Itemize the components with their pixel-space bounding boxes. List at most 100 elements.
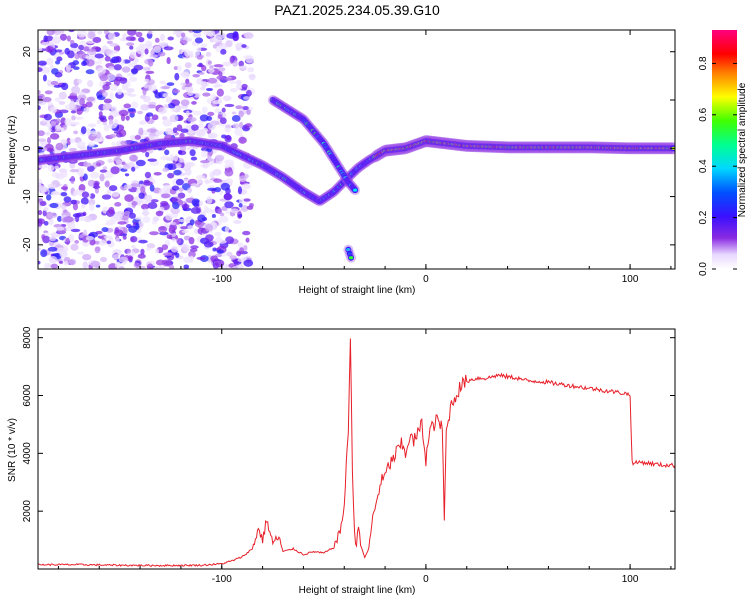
noise-speckle bbox=[235, 79, 242, 85]
noise-speckle bbox=[38, 89, 41, 95]
noise-speckle bbox=[140, 203, 150, 210]
noise-speckle bbox=[139, 120, 147, 126]
noise-speckle bbox=[54, 165, 59, 170]
noise-speckle bbox=[107, 123, 117, 129]
noise-speckle bbox=[224, 226, 230, 233]
snr-panel: -100 0 100 2000 4000 6000 8000 Height of strai… bbox=[7, 326, 676, 596]
noise-speckle bbox=[188, 250, 196, 258]
noise-speckle bbox=[70, 110, 77, 114]
noise-speckle bbox=[123, 103, 132, 109]
noise-speckle bbox=[170, 246, 178, 253]
noise-speckle bbox=[103, 30, 109, 35]
noise-speckle bbox=[212, 100, 223, 105]
noise-speckle bbox=[123, 210, 131, 215]
noise-speckle bbox=[177, 65, 182, 72]
noise-speckle bbox=[60, 170, 68, 178]
noise-speckle bbox=[190, 183, 198, 187]
noise-speckle bbox=[171, 238, 177, 242]
noise-speckle bbox=[180, 128, 189, 133]
noise-speckle bbox=[160, 33, 165, 42]
noise-speckle bbox=[134, 165, 140, 169]
noise-speckle bbox=[244, 32, 254, 39]
noise-speckle bbox=[201, 150, 208, 158]
noise-speckle bbox=[214, 231, 222, 237]
noise-speckle bbox=[58, 260, 64, 264]
noise-speckle bbox=[207, 122, 216, 130]
noise-speckle bbox=[89, 171, 100, 179]
noise-speckle bbox=[130, 235, 138, 243]
noise-speckle bbox=[73, 66, 80, 71]
noise-speckle bbox=[46, 194, 52, 201]
noise-speckle bbox=[198, 200, 204, 207]
noise-speckle bbox=[81, 103, 88, 109]
noise-speckle bbox=[214, 108, 221, 114]
noise-speckle bbox=[147, 158, 158, 162]
noise-speckle bbox=[87, 165, 95, 172]
noise-speckle bbox=[196, 175, 206, 179]
noise-speckle bbox=[122, 235, 127, 240]
noise-speckle bbox=[177, 149, 183, 155]
noise-speckle bbox=[238, 110, 244, 118]
noise-speckle bbox=[130, 183, 141, 188]
noise-speckle bbox=[113, 78, 120, 87]
noise-speckle bbox=[100, 256, 108, 263]
noise-speckle bbox=[129, 135, 135, 141]
noise-speckle bbox=[216, 88, 224, 97]
noise-speckle bbox=[159, 264, 165, 269]
noise-speckle bbox=[180, 99, 190, 107]
noise-speckle bbox=[204, 223, 214, 232]
noise-speckle bbox=[179, 132, 185, 139]
noise-speckle bbox=[47, 183, 57, 190]
noise-speckle bbox=[98, 111, 103, 118]
noise-speckle bbox=[205, 87, 214, 92]
noise-speckle bbox=[82, 253, 92, 261]
noise-speckle bbox=[166, 234, 173, 240]
noise-speckle bbox=[99, 74, 108, 82]
noise-speckle bbox=[241, 183, 251, 190]
noise-speckle bbox=[237, 263, 244, 269]
noise-speckle bbox=[238, 203, 243, 208]
noise-speckle bbox=[217, 208, 223, 215]
noise-speckle bbox=[229, 55, 234, 64]
noise-speckle bbox=[209, 65, 214, 70]
noise-speckle bbox=[184, 49, 190, 57]
noise-speckle bbox=[144, 48, 149, 55]
noise-speckle bbox=[54, 124, 62, 132]
noise-speckle bbox=[133, 262, 141, 268]
noise-speckle bbox=[120, 58, 125, 66]
noise-speckle bbox=[46, 57, 54, 66]
noise-speckle bbox=[168, 226, 176, 234]
noise-speckle bbox=[213, 178, 223, 183]
noise-speckle bbox=[225, 124, 232, 129]
noise-speckle bbox=[79, 97, 85, 106]
noise-speckle bbox=[151, 114, 159, 121]
noise-speckle bbox=[92, 60, 103, 65]
noise-speckle bbox=[192, 73, 200, 78]
noise-speckle bbox=[217, 113, 223, 120]
noise-speckle bbox=[76, 108, 83, 115]
noise-speckle bbox=[78, 172, 85, 177]
noise-speckle bbox=[142, 95, 151, 103]
spectrogram-xlabel: Height of straight line (km) bbox=[299, 285, 416, 296]
noise-speckle bbox=[49, 202, 59, 209]
noise-speckle bbox=[68, 30, 75, 33]
noise-speckle bbox=[191, 101, 197, 105]
noise-speckle bbox=[124, 194, 134, 202]
noise-speckle bbox=[63, 196, 72, 203]
noise-speckle bbox=[110, 166, 120, 175]
noise-speckle bbox=[60, 204, 66, 209]
noise-speckle bbox=[69, 162, 76, 169]
noise-speckle bbox=[58, 101, 66, 105]
noise-speckle bbox=[116, 132, 123, 138]
noise-speckle bbox=[99, 169, 108, 173]
noise-speckle bbox=[74, 116, 84, 120]
noise-speckle bbox=[94, 137, 105, 142]
noise-speckle bbox=[83, 215, 93, 223]
noise-speckle bbox=[169, 114, 179, 123]
noise-speckle bbox=[38, 185, 47, 194]
noise-speckle bbox=[131, 166, 136, 172]
noise-speckle bbox=[86, 96, 95, 102]
noise-speckle bbox=[63, 261, 69, 266]
noise-speckle bbox=[204, 179, 215, 184]
noise-speckle bbox=[171, 185, 180, 191]
